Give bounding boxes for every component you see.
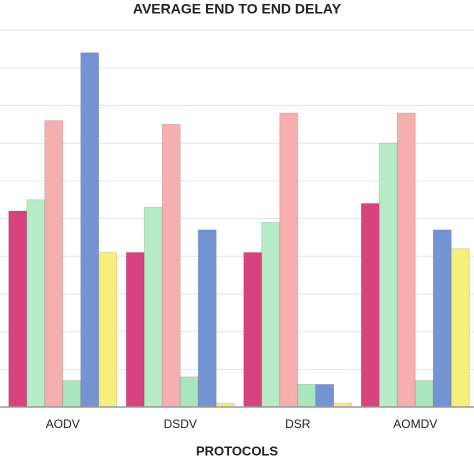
bar [143, 206, 163, 408]
bar [315, 383, 335, 408]
bar [62, 380, 82, 408]
bar [44, 120, 64, 408]
bar [450, 248, 470, 408]
bar [297, 383, 317, 408]
bar [360, 203, 380, 408]
bar [179, 376, 199, 408]
x-tick-label: AODV [46, 417, 80, 431]
chart-title: AVERAGE END TO END DELAY [133, 1, 342, 17]
x-tick-label: DSDV [164, 417, 197, 431]
bar [26, 199, 46, 408]
bar [396, 112, 416, 408]
bar [80, 52, 100, 408]
bar [261, 221, 281, 408]
bar [8, 210, 28, 408]
x-tick-label: AOMDV [393, 417, 437, 431]
bar [161, 123, 181, 408]
bar [414, 380, 434, 408]
bar [432, 229, 452, 408]
x-axis-label: PROTOCOLS [196, 443, 278, 458]
x-tick-label: DSR [285, 417, 311, 431]
bar [197, 229, 217, 408]
bar [279, 112, 299, 408]
bar [378, 142, 398, 408]
bar [98, 252, 118, 408]
bar [125, 252, 145, 408]
bar [243, 252, 263, 408]
